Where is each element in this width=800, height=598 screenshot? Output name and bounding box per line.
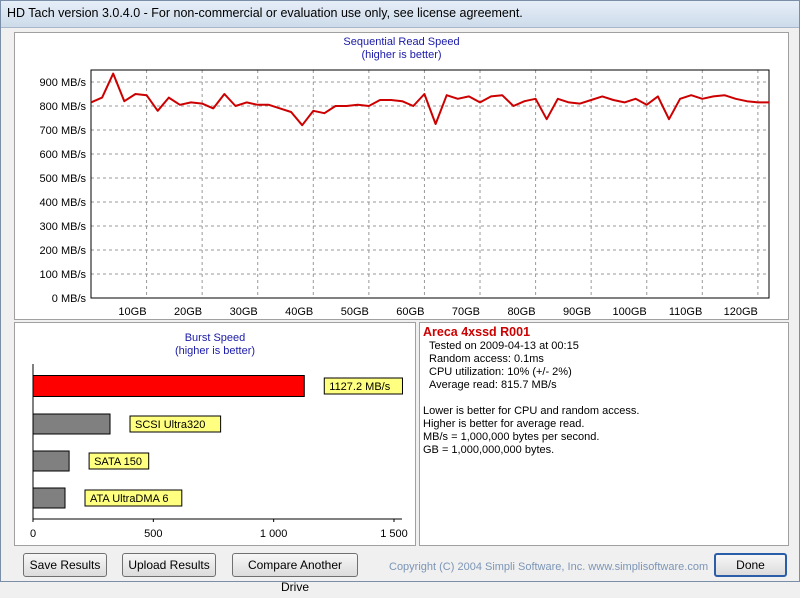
x-tick-label: 40GB xyxy=(285,306,313,318)
bar-data-label: ATA UltraDMA 6 xyxy=(90,493,168,505)
x-tick-label: 0 xyxy=(30,528,36,540)
sequential-read-chart: 0 MB/s 100 MB/s 200 MB/s 300 MB/s 400 MB/s 50… xyxy=(15,33,788,319)
cpu-utilization-text: CPU utilization: 10% (+/- 2%) xyxy=(429,366,572,378)
drive-name: Areca 4xssd R001 xyxy=(423,325,530,339)
sequential-read-panel: Sequential Read Speed (higher is better)… xyxy=(14,32,789,320)
plot-frame xyxy=(91,70,769,298)
note-lower-better: Lower is better for CPU and random acces… xyxy=(423,405,639,417)
tested-on-text: Tested on 2009-04-13 at 00:15 xyxy=(429,340,579,352)
drive-burst-bar xyxy=(33,376,304,397)
y-tick-label: 100 MB/s xyxy=(40,269,87,281)
reference-burst-bar xyxy=(33,488,65,508)
bar-data-label: 1127.2 MB/s xyxy=(329,381,390,393)
y-tick-label: 500 MB/s xyxy=(40,173,87,185)
y-tick-label: 300 MB/s xyxy=(40,221,87,233)
bar-data-label: SATA 150 xyxy=(94,456,142,468)
random-access-text: Random access: 0.1ms xyxy=(429,353,544,365)
read-speed-line xyxy=(91,74,769,126)
x-tick-label: 100GB xyxy=(612,306,646,318)
y-tick-label: 800 MB/s xyxy=(40,101,87,113)
x-tick-label: 500 xyxy=(144,528,162,540)
y-tick-label: 600 MB/s xyxy=(40,149,87,161)
save-results-button[interactable]: Save Results xyxy=(23,553,107,577)
y-tick-label: 900 MB/s xyxy=(40,77,87,89)
x-tick-label: 120GB xyxy=(724,306,758,318)
y-tick-label: 700 MB/s xyxy=(40,125,87,137)
copyright-text: Copyright (C) 2004 Simpli Software, Inc.… xyxy=(389,561,708,573)
x-tick-label: 110GB xyxy=(669,306,702,318)
note-higher-better: Higher is better for average read. xyxy=(423,418,584,430)
done-button[interactable]: Done xyxy=(714,553,787,577)
y-tick-label: 400 MB/s xyxy=(40,197,87,209)
compare-another-drive-button[interactable]: Compare Another Drive xyxy=(232,553,358,577)
y-tick-label: 0 MB/s xyxy=(52,293,87,305)
x-tick-label: 60GB xyxy=(396,306,424,318)
x-tick-label: 90GB xyxy=(563,306,591,318)
y-tick-label: 200 MB/s xyxy=(40,245,87,257)
window-title: HD Tach version 3.0.4.0 - For non-commer… xyxy=(7,6,523,20)
burst-speed-chart: 0 500 1 000 1 500 1127.2 MB/s SCSI Ultra320 SA… xyxy=(15,323,415,545)
note-mbs-definition: MB/s = 1,000,000 bytes per second. xyxy=(423,431,599,443)
reference-burst-bar xyxy=(33,414,110,434)
bar-data-label: SCSI Ultra320 xyxy=(135,419,205,431)
x-tick-label: 1 000 xyxy=(260,528,288,540)
app-window: HD Tach version 3.0.4.0 - For non-commer… xyxy=(0,0,800,582)
reference-burst-bar xyxy=(33,451,69,471)
x-tick-label: 10GB xyxy=(118,306,146,318)
drive-info-panel: Areca 4xssd R001 Tested on 2009-04-13 at… xyxy=(419,322,789,546)
x-tick-label: 80GB xyxy=(507,306,535,318)
title-bar[interactable]: HD Tach version 3.0.4.0 - For non-commer… xyxy=(1,1,799,28)
x-tick-label: 30GB xyxy=(230,306,258,318)
x-tick-label: 20GB xyxy=(174,306,202,318)
x-tick-label: 50GB xyxy=(341,306,369,318)
x-tick-label: 70GB xyxy=(452,306,480,318)
upload-results-button[interactable]: Upload Results xyxy=(122,553,216,577)
average-read-text: Average read: 815.7 MB/s xyxy=(429,379,557,391)
note-gb-definition: GB = 1,000,000,000 bytes. xyxy=(423,444,554,456)
x-tick-label: 1 500 xyxy=(380,528,408,540)
